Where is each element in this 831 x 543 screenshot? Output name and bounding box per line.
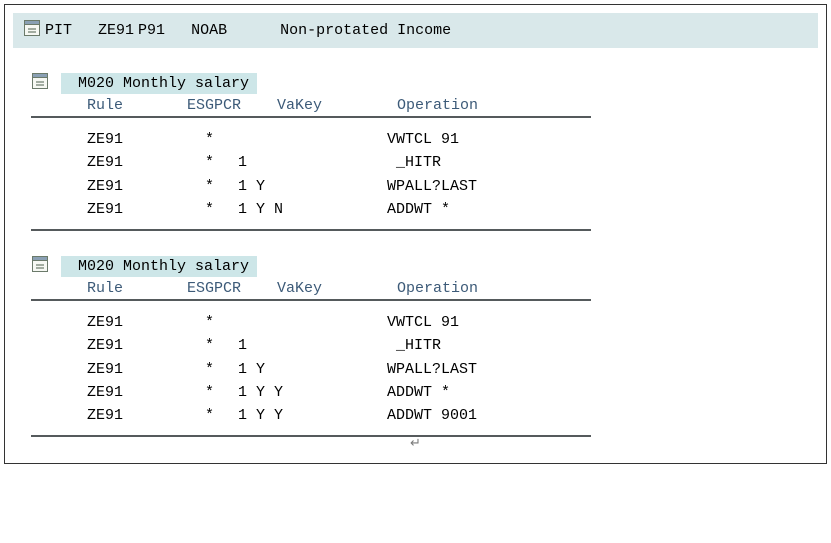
expand-icon[interactable]: [31, 72, 49, 95]
expand-icon[interactable]: [31, 255, 49, 278]
cursor-indicator-icon: ↵: [13, 435, 818, 451]
table-row: ZE91*1 Y YADDWT *: [87, 381, 591, 404]
cell-esgpcr: *: [187, 358, 232, 381]
cell-esgpcr: *: [187, 334, 232, 357]
table-row: ZE91*1 Y YADDWT 9001: [87, 404, 591, 427]
block-title-row: M020 Monthly salary: [31, 72, 818, 95]
header-gap3: [231, 22, 276, 39]
header-description: Non-protated Income: [280, 22, 451, 39]
col-rule: Rule: [87, 97, 187, 114]
cell-vakey: 1: [232, 151, 357, 174]
header-bar: PIT ZE91 P91 NOAB Non-protated Income: [13, 13, 818, 48]
cell-esgpcr: *: [187, 128, 232, 151]
cell-operation: ADDWT *: [357, 198, 591, 221]
cell-vakey: 1 Y Y: [232, 381, 357, 404]
cell-vakey: 1: [232, 334, 357, 357]
table-row: ZE91*1 YWPALL?LAST: [87, 175, 591, 198]
header-gap2: [169, 22, 187, 39]
cell-vakey: 1 Y: [232, 358, 357, 381]
cell-operation: ADDWT 9001: [357, 404, 591, 427]
block-title-row: M020 Monthly salary: [31, 255, 818, 278]
col-rule: Rule: [87, 280, 187, 297]
cell-rule: ZE91: [87, 404, 187, 427]
cell-rule: ZE91: [87, 128, 187, 151]
table-row: ZE91* VWTCL 91: [87, 311, 591, 334]
cell-vakey: 1 Y Y: [232, 404, 357, 427]
cell-vakey: [232, 128, 357, 151]
header-gap1: [76, 22, 94, 39]
table-row: ZE91* VWTCL 91: [87, 128, 591, 151]
col-esgpcr: ESGPCR: [187, 280, 277, 297]
rule-rows: ZE91*VWTCL 91ZE91*1 _HITRZE91*1 YWPALL?L…: [31, 301, 591, 437]
cell-operation: ADDWT *: [357, 381, 591, 404]
table-row: ZE91*1 Y NADDWT *: [87, 198, 591, 221]
block-title: M020 Monthly salary: [61, 256, 257, 277]
col-operation: Operation: [397, 97, 591, 114]
cell-rule: ZE91: [87, 334, 187, 357]
cell-operation: VWTCL 91: [357, 311, 591, 334]
rule-rows: ZE91*VWTCL 91ZE91*1 _HITRZE91*1 YWPALL?L…: [31, 118, 591, 231]
header-rule: ZE91: [98, 22, 134, 39]
cell-esgpcr: *: [187, 404, 232, 427]
sap-schema-view: PIT ZE91 P91 NOAB Non-protated Income M0…: [4, 4, 827, 464]
rule-block: M020 Monthly salaryRuleESGPCRVaKeyOperat…: [13, 255, 818, 437]
cell-esgpcr: *: [187, 381, 232, 404]
cell-vakey: [232, 311, 357, 334]
cell-rule: ZE91: [87, 151, 187, 174]
table-row: ZE91*1 _HITR: [87, 151, 591, 174]
column-headers: RuleESGPCRVaKeyOperation: [31, 278, 591, 301]
block-title: M020 Monthly salary: [61, 73, 257, 94]
cell-operation: WPALL?LAST: [357, 358, 591, 381]
col-vakey: VaKey: [277, 97, 397, 114]
cell-esgpcr: *: [187, 311, 232, 334]
cell-esgpcr: *: [187, 151, 232, 174]
col-operation: Operation: [397, 280, 591, 297]
header-par1: P91: [138, 22, 165, 39]
header-function: PIT: [45, 22, 72, 39]
table-row: ZE91*1 YWPALL?LAST: [87, 358, 591, 381]
cell-operation: VWTCL 91: [357, 128, 591, 151]
table-row: ZE91*1 _HITR: [87, 334, 591, 357]
cell-vakey: 1 Y: [232, 175, 357, 198]
cell-rule: ZE91: [87, 311, 187, 334]
cell-esgpcr: *: [187, 175, 232, 198]
cell-rule: ZE91: [87, 381, 187, 404]
cell-operation: WPALL?LAST: [357, 175, 591, 198]
cell-vakey: 1 Y N: [232, 198, 357, 221]
expand-icon[interactable]: [23, 19, 41, 42]
rule-block: M020 Monthly salaryRuleESGPCRVaKeyOperat…: [13, 72, 818, 231]
cell-rule: ZE91: [87, 198, 187, 221]
cell-rule: ZE91: [87, 358, 187, 381]
col-vakey: VaKey: [277, 280, 397, 297]
column-headers: RuleESGPCRVaKeyOperation: [31, 95, 591, 118]
cell-operation: _HITR: [357, 334, 591, 357]
col-esgpcr: ESGPCR: [187, 97, 277, 114]
cell-esgpcr: *: [187, 198, 232, 221]
cell-rule: ZE91: [87, 175, 187, 198]
cell-operation: _HITR: [357, 151, 591, 174]
header-par2: NOAB: [191, 22, 227, 39]
